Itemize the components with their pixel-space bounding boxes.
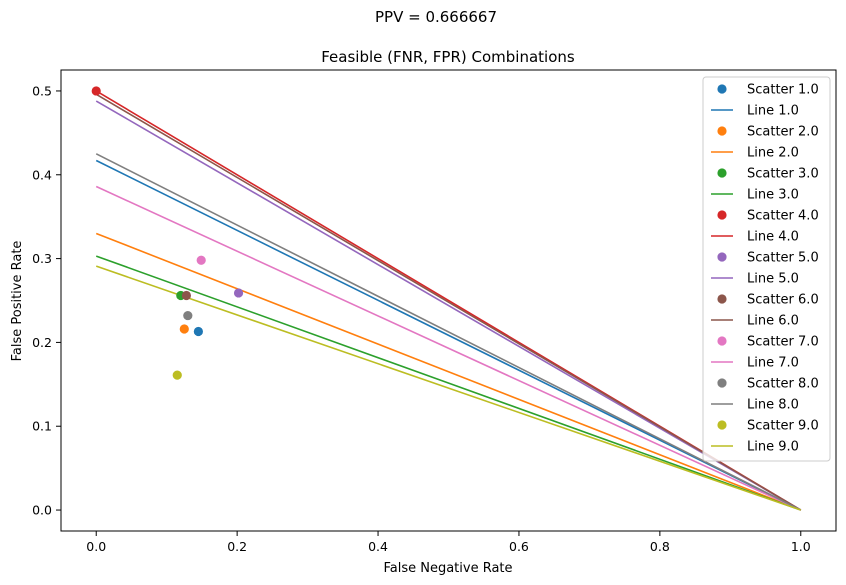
line-8-0 [95,153,802,511]
legend-label: Scatter 2.0 [747,125,819,140]
x-tick-label: 0.8 [650,539,670,554]
x-tick-label: 0.6 [509,539,529,554]
legend-label: Line 2.0 [747,146,799,161]
legend-label: Line 9.0 [747,440,799,455]
series-lines [95,90,802,511]
y-axis-ticks: 0.0 0.1 0.2 0.3 0.4 0.5 [32,83,61,518]
legend-label: Line 3.0 [747,188,799,203]
scatter-point-8-0 [183,310,193,321]
scatter-point-7-0 [196,255,206,265]
legend-box [702,76,831,462]
legend: Scatter 1.0 Line 1.0 Scatter 2.0 Line 2.0 Sc… [702,76,831,462]
chart-title: Feasible (FNR, FPR) Combinations [321,48,575,66]
line-3-0 [95,255,802,511]
plot-frame [60,69,837,532]
line-2-0 [95,232,802,511]
line-5-0 [95,100,802,511]
legend-label: Line 1.0 [747,104,799,119]
legend-scatter-marker [717,420,727,430]
y-tick-label: 0.0 [32,503,52,518]
legend-scatter-marker [717,294,727,304]
x-tick-label: 1.0 [791,539,811,554]
legend-label: Line 5.0 [747,272,799,287]
legend-label: Line 4.0 [747,230,799,245]
chart-suptitle: PPV = 0.666667 [375,8,497,26]
legend-label: Scatter 5.0 [747,251,819,266]
legend-scatter-marker [717,336,727,346]
x-tick-label: 0.0 [86,539,106,554]
line-6-0 [95,93,802,511]
y-tick-label: 0.4 [32,167,52,182]
y-axis-label: False Positive Rate [10,241,25,362]
line-1-0 [95,159,802,511]
legend-label: Scatter 4.0 [747,209,819,224]
series-points [91,86,244,380]
scatter-point-5-0 [233,288,244,298]
legend-scatter-marker [717,126,727,136]
y-tick-label: 0.3 [32,251,52,266]
y-tick-label: 0.2 [32,335,52,350]
scatter-point-6-0 [181,290,192,301]
x-tick-label: 0.2 [227,539,247,554]
scatter-point-4-0 [91,86,101,96]
scatter-point-1-0 [193,326,203,337]
legend-label: Scatter 8.0 [747,377,819,392]
legend-scatter-marker [717,84,727,94]
legend-scatter-marker [717,168,727,178]
y-tick-label: 0.5 [32,83,52,98]
x-axis-label: False Negative Rate [383,561,512,576]
scatter-point-2-0 [179,324,189,334]
legend-label: Line 6.0 [747,314,799,329]
legend-label: Scatter 1.0 [747,83,819,98]
legend-label: Line 7.0 [747,356,799,371]
scatter-point-9-0 [172,370,182,380]
y-tick-label: 0.1 [32,419,52,434]
legend-label: Scatter 7.0 [747,335,819,350]
line-9-0 [95,265,802,511]
x-tick-label: 0.4 [368,539,388,554]
legend-scatter-marker [717,210,727,220]
legend-label: Line 8.0 [747,398,799,413]
legend-scatter-marker [717,378,727,388]
legend-label: Scatter 9.0 [747,419,819,434]
legend-scatter-marker [717,252,727,262]
legend-label: Scatter 3.0 [747,167,819,182]
x-axis-ticks: 0.0 0.2 0.4 0.6 0.8 1.0 [86,531,811,554]
line-7-0 [95,185,802,511]
legend-label: Scatter 6.0 [747,293,819,308]
